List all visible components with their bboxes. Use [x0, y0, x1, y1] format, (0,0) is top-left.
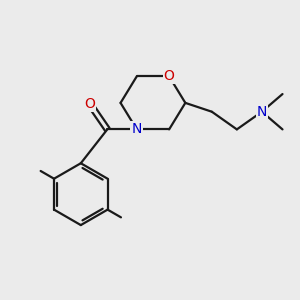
Text: N: N: [132, 122, 142, 136]
Text: N: N: [257, 105, 267, 119]
Text: O: O: [84, 98, 95, 111]
Text: O: O: [164, 69, 175, 83]
